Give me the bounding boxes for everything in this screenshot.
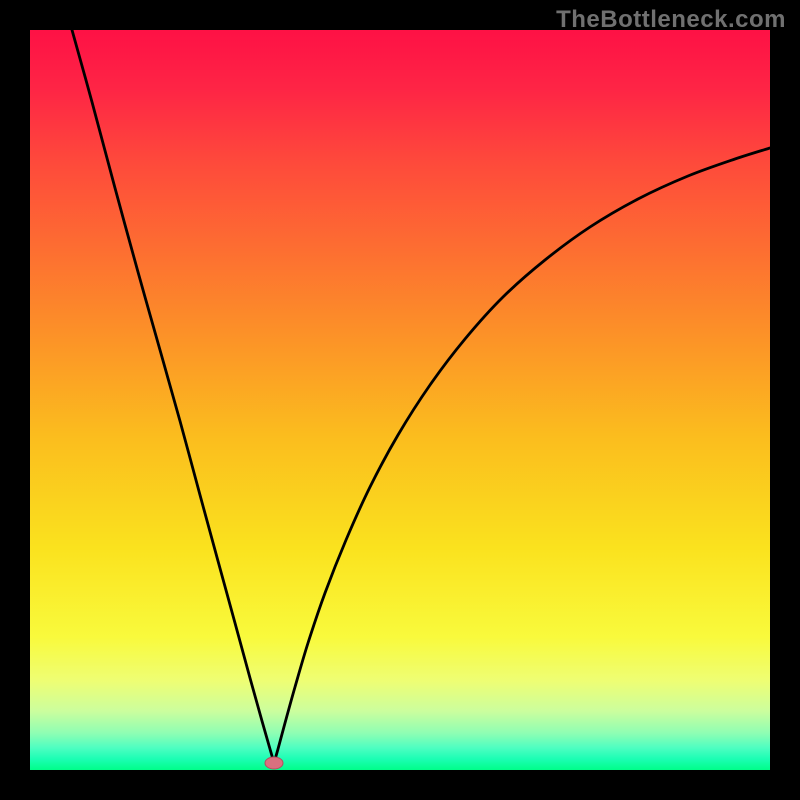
chart-container: TheBottleneck.com: [0, 0, 800, 800]
optimum-marker: [265, 757, 283, 769]
bottleneck-chart: [0, 0, 800, 800]
plot-background: [30, 30, 770, 770]
watermark-text: TheBottleneck.com: [556, 6, 786, 34]
